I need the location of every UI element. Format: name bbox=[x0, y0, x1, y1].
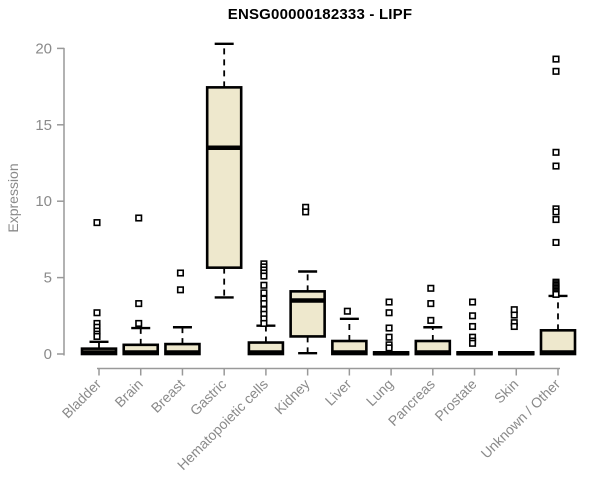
outlier-point bbox=[552, 55, 560, 63]
y-tick-label: 5 bbox=[44, 270, 52, 287]
outlier-point bbox=[176, 286, 185, 294]
outlier-point bbox=[468, 322, 477, 331]
outlier-point bbox=[552, 290, 560, 298]
outlier-point bbox=[552, 148, 560, 156]
outlier-point bbox=[427, 300, 435, 308]
outlier-point bbox=[552, 67, 560, 75]
outlier-point bbox=[552, 238, 560, 247]
outlier-point bbox=[427, 316, 435, 324]
y-axis-label: Expression bbox=[5, 163, 21, 232]
outlier-point bbox=[93, 332, 101, 340]
outlier-point bbox=[385, 309, 393, 317]
outlier-point bbox=[385, 333, 393, 341]
outlier-point bbox=[135, 319, 143, 327]
outlier-point bbox=[260, 281, 268, 289]
box-bladder bbox=[80, 219, 118, 356]
box-skin bbox=[497, 306, 535, 356]
outlier-point bbox=[260, 272, 268, 280]
x-tick-label-lung: Lung bbox=[363, 376, 396, 409]
chart-title: ENSG00000182333 - LIPF bbox=[227, 6, 413, 23]
outlier-point bbox=[385, 298, 393, 306]
box-rect bbox=[205, 86, 243, 269]
outlier-point bbox=[93, 219, 101, 227]
outlier-point bbox=[510, 322, 518, 331]
outlier-point bbox=[260, 289, 268, 297]
outlier-point bbox=[135, 300, 143, 308]
x-tick-label-unknown-other: Unknown / Other bbox=[478, 376, 564, 462]
box-rect bbox=[289, 290, 326, 338]
outlier-point bbox=[176, 269, 185, 277]
box-hematopoietic-cells bbox=[247, 260, 285, 356]
box-unknown-other bbox=[539, 55, 577, 356]
outlier-point bbox=[552, 208, 560, 216]
box-breast bbox=[164, 269, 201, 356]
y-tick-label: 0 bbox=[44, 346, 52, 363]
outlier-point bbox=[135, 214, 143, 222]
y-tick-label: 20 bbox=[35, 40, 52, 57]
x-tick-label-brain: Brain bbox=[111, 376, 145, 410]
outlier-point bbox=[468, 312, 477, 320]
box-lung bbox=[372, 298, 410, 356]
y-tick-label: 15 bbox=[35, 117, 52, 134]
box-brain bbox=[122, 214, 160, 356]
outlier-point bbox=[385, 324, 393, 332]
x-tick-label-prostate: Prostate bbox=[431, 376, 479, 424]
box-gastric bbox=[205, 42, 243, 299]
box-pancreas bbox=[414, 284, 452, 356]
box-kidney bbox=[289, 203, 326, 355]
outlier-point bbox=[93, 309, 101, 317]
box-prostate bbox=[456, 298, 493, 356]
x-tick-label-liver: Liver bbox=[322, 376, 355, 409]
outlier-point bbox=[385, 344, 393, 352]
x-tick-label-bladder: Bladder bbox=[59, 376, 105, 422]
outlier-point bbox=[260, 319, 268, 327]
outlier-point bbox=[260, 300, 268, 308]
x-tick-label-breast: Breast bbox=[148, 376, 188, 416]
outlier-point bbox=[427, 284, 435, 292]
outlier-point bbox=[468, 339, 477, 347]
outlier-point bbox=[552, 162, 560, 170]
outlier-point bbox=[302, 208, 310, 216]
outlier-point bbox=[552, 215, 560, 224]
y-tick-label: 10 bbox=[35, 193, 52, 210]
outlier-point bbox=[343, 307, 351, 315]
outlier-point bbox=[510, 311, 518, 319]
x-tick-label-skin: Skin bbox=[491, 376, 522, 407]
x-tick-label-kidney: Kidney bbox=[271, 376, 313, 418]
box-liver bbox=[331, 307, 368, 356]
outlier-point bbox=[468, 298, 477, 306]
